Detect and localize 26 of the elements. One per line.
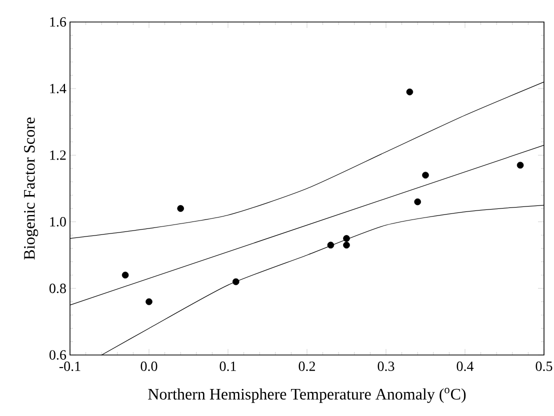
point — [516, 162, 524, 169]
point — [343, 235, 350, 242]
x-tick-label: 0.5 — [536, 362, 552, 372]
point — [422, 172, 429, 179]
y-axis-title: Biogenic Factor Score — [24, 118, 38, 260]
y-tick-label: 0.6 — [50, 350, 66, 360]
point — [146, 298, 152, 306]
point — [406, 88, 414, 96]
point — [177, 205, 184, 212]
point — [414, 198, 421, 206]
x-tick-label: 0.0 — [140, 362, 158, 372]
x-tick-label: 0.4 — [456, 362, 474, 372]
y-tick-label: 1.4 — [50, 84, 66, 94]
point — [122, 272, 129, 278]
x-tick-label: 0.1 — [220, 362, 236, 372]
x-tick-label: -0.1 — [59, 362, 80, 372]
y-tick-label: 1.6 — [50, 17, 66, 27]
y-tick-label: 1.2 — [50, 150, 66, 160]
x-tick-label: 0.2 — [298, 362, 315, 372]
x-tick-label: 0.3 — [378, 362, 394, 372]
x-axis-title: Northern Hemisphere Temperature Anomaly ($^{o}$C) — [148, 388, 466, 403]
point — [327, 242, 334, 249]
y-tick-label: 1.0 — [50, 217, 66, 227]
y-tick-label: 0.8 — [50, 284, 66, 294]
point — [343, 242, 350, 249]
point — [232, 278, 240, 286]
